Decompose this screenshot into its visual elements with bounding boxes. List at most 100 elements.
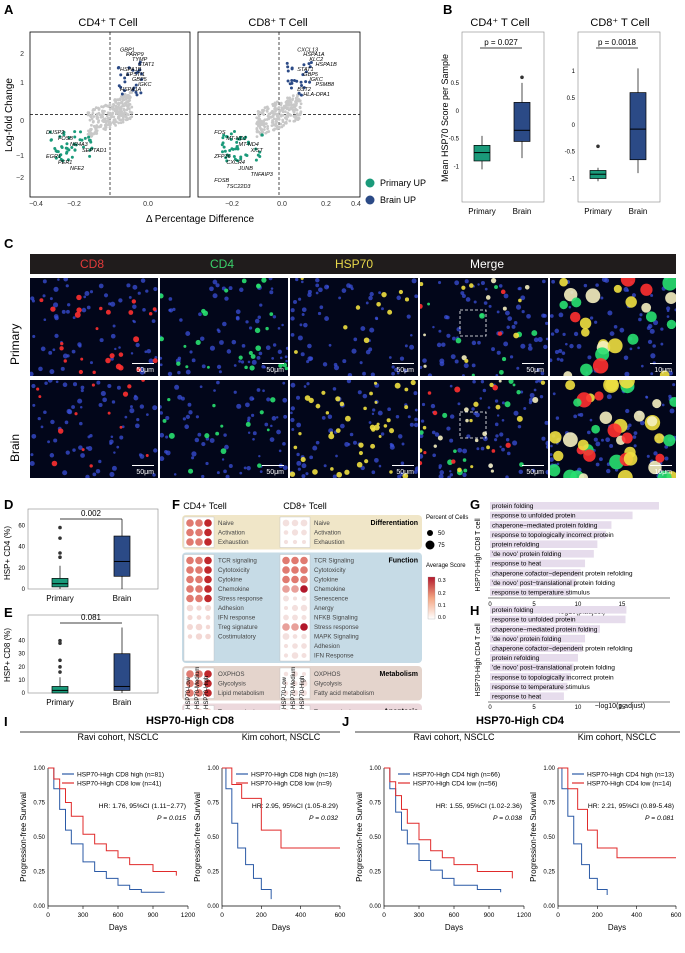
y-tick-label: -0.5: [449, 137, 460, 143]
gene-point-ns: [94, 127, 98, 131]
dotplot-row-label: Adhesion: [218, 605, 244, 612]
dotplot-row-label: Lipid metabolism: [218, 690, 264, 697]
dotplot-dot: [282, 556, 290, 565]
micrograph-tile: 50μm: [160, 380, 288, 478]
gene-point-ns: [95, 117, 99, 120]
enrichment-term: response to topologically incorrect prot…: [492, 674, 614, 681]
gene-point-brain-up: [286, 65, 290, 69]
gene-point-primary-up: [73, 135, 77, 139]
gene-point-brain-up: [134, 83, 138, 87]
gene-label: GBP1: [120, 47, 135, 53]
panel-label-f: F: [172, 497, 180, 512]
scale-bar-label: 10μm: [654, 367, 672, 374]
gene-point-ns: [104, 103, 108, 107]
panel-c-header-bar: CD8 CD4 HSP70 Merge: [30, 254, 676, 274]
panel-f-color-legend: Average Score 0.3 0.2 0.1 0.0: [426, 563, 466, 621]
dotplot-dot: [195, 519, 203, 527]
km-legend-label: HSP70-High CD4 low (n=14): [587, 781, 671, 788]
gene-point-brain-up: [120, 92, 124, 96]
panel-label-a: A: [4, 2, 14, 17]
gene-point-primary-up: [228, 148, 232, 152]
dotplot-row-label: NFKB Signaling: [314, 615, 358, 622]
panel-label-j: J: [342, 714, 350, 729]
gene-label: MT-ND4: [239, 142, 259, 148]
gene-point-brain-up: [135, 93, 139, 97]
gene-point-ns: [257, 124, 261, 128]
outlier: [58, 658, 62, 663]
gene-label: DUSP2: [46, 130, 64, 136]
km-cohort-title: Kim cohort, NSCLC: [578, 732, 657, 742]
svg-text:−1: −1: [16, 153, 24, 160]
gene-point-ns: [273, 112, 277, 116]
dotplot-dot: [283, 614, 289, 621]
gene-point-primary-up: [221, 141, 225, 145]
gene-point-ns: [101, 110, 104, 114]
gene-point-ns: [255, 116, 259, 120]
enrichment-bar: [490, 663, 574, 672]
enrichment-term: response to heat: [492, 561, 541, 568]
enrichment-term: response to temperature stimulus: [492, 590, 591, 597]
panel-f-col-cd4: CD4+ Tcell: [183, 501, 227, 511]
dotplot-dot: [301, 652, 307, 659]
gene-point-ns: [101, 112, 105, 116]
f-x-cd4-high: HSP70-High: [204, 676, 210, 709]
dotplot-row-label: Naive: [218, 520, 234, 527]
gene-point-ns: [279, 102, 283, 106]
f-x-cd8-med: HSP70-Medium: [291, 667, 297, 709]
svg-text:0.0: 0.0: [143, 201, 153, 208]
gene-point-ns: [273, 117, 276, 121]
gene-label: SEPTAD1: [82, 148, 107, 154]
gene-label: KLC2: [309, 57, 323, 63]
dotplot-dot: [300, 556, 308, 565]
y-tick-label: -1: [454, 165, 460, 171]
panel-a-legend: Primary UP Brain UP: [365, 178, 426, 205]
gene-point-primary-up: [70, 155, 74, 159]
gene-point-primary-up: [232, 130, 236, 134]
enrichment-bar: [490, 634, 586, 643]
panel-label-g: G: [470, 497, 481, 512]
gene-point-ns: [107, 112, 111, 115]
gene-label: FOS: [214, 130, 226, 136]
dotplot-dot: [292, 680, 298, 687]
km-xtick: 200: [592, 912, 603, 919]
km-xlabel: Days: [608, 923, 626, 932]
km-xtick: 200: [256, 912, 267, 919]
gene-label: HSPA1A: [303, 52, 325, 58]
km-legend-label: HSP70-High CD4 low (n=56): [413, 781, 497, 788]
dotplot-dot: [283, 539, 289, 545]
gene-point-primary-up: [65, 150, 69, 154]
km-i-ravi: Ravi cohort, NSCLC 0 300 600 900 1200 0.00 0.25…: [19, 732, 196, 932]
scale-bar: [522, 362, 544, 364]
gene-point-ns: [260, 111, 264, 115]
gene-point-ns: [281, 120, 285, 124]
dotplot-group-title: Metabolism: [379, 671, 418, 678]
gene-label: CXCL13: [297, 47, 319, 53]
gene-point-ns: [288, 119, 292, 123]
scale-bar-label: 50μm: [396, 367, 414, 374]
enrichment-bar: [490, 692, 564, 700]
gene-point-ns: [294, 115, 298, 119]
dotplot-dot: [283, 653, 289, 658]
gene-point-ns: [124, 115, 128, 119]
color-legend-title: Average Score: [426, 563, 466, 569]
gene-point-primary-up: [58, 135, 62, 139]
gene-point-ns: [121, 116, 125, 120]
y-tick-label: 0.5: [567, 96, 576, 102]
dotplot-dot: [186, 556, 194, 565]
gene-point-primary-up: [70, 145, 74, 149]
dotplot-row-label: OXPHOS: [218, 671, 244, 678]
panel-b-p-right: p = 0.0018: [598, 38, 637, 47]
panel-label-d: D: [4, 497, 14, 512]
micrograph-tile: 50μm: [30, 380, 158, 478]
panel-b-left-title: CD4⁺ T Cell: [470, 17, 529, 29]
gene-point-ns: [291, 94, 295, 98]
km-xtick: 600: [335, 912, 346, 919]
gene-point-ns: [124, 97, 128, 101]
gene-point-brain-up: [290, 81, 294, 85]
gene-point-ns: [113, 98, 117, 101]
dotplot-dot: [204, 594, 212, 603]
y-tick-label: 30: [18, 652, 25, 658]
gene-point-ns: [280, 106, 284, 110]
dotplot-group-title: Apoptosis: [384, 709, 418, 711]
dotplot-dot: [195, 538, 203, 546]
